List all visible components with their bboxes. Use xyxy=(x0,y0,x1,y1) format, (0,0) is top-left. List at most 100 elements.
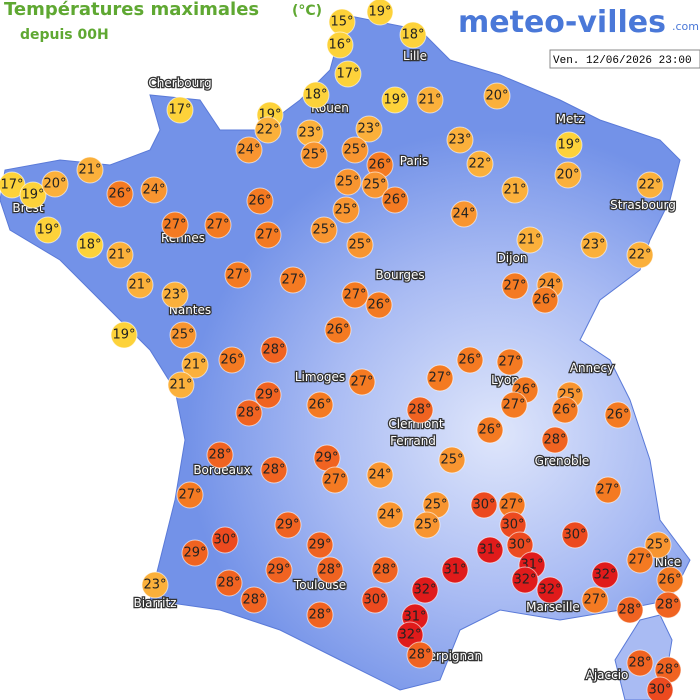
temperature-label: 27° xyxy=(281,273,304,288)
temperature-label: 27° xyxy=(596,483,619,498)
marker-dot xyxy=(644,531,672,559)
temperature-label: 31° xyxy=(403,610,426,625)
temperature-label: 27° xyxy=(628,553,651,568)
marker-dot xyxy=(324,316,352,344)
temperature-label: 27° xyxy=(500,498,523,513)
marker-dot xyxy=(302,81,330,109)
temperature-label: 30° xyxy=(648,683,671,698)
marker-dot xyxy=(536,576,564,604)
marker-dot xyxy=(310,216,338,244)
temperature-label: 28° xyxy=(262,463,285,478)
marker-dot xyxy=(406,641,434,669)
marker-dot xyxy=(365,291,393,319)
marker-dot xyxy=(381,186,409,214)
marker-dot xyxy=(260,456,288,484)
city-label: Dijon xyxy=(497,251,528,265)
temperature-label: 28° xyxy=(308,608,331,623)
marker-dot xyxy=(554,161,582,189)
marker-dot xyxy=(161,211,189,239)
temperature-label: 28° xyxy=(237,406,260,421)
temperature-label: 23° xyxy=(582,238,605,253)
city-label: Biarritz xyxy=(134,596,177,610)
temperature-label: 19° xyxy=(36,223,59,238)
temperature-label: 16° xyxy=(328,38,351,53)
marker-dot xyxy=(466,150,494,178)
city-label: Paris xyxy=(400,154,429,168)
temperature-label: 28° xyxy=(262,343,285,358)
temperature-label: 22° xyxy=(256,123,279,138)
marker-dot xyxy=(141,571,169,599)
marker-dot xyxy=(218,346,246,374)
marker-dot xyxy=(167,371,195,399)
temperature-label: 30° xyxy=(213,533,236,548)
temperature-label: 28° xyxy=(656,598,679,613)
marker-dot xyxy=(371,556,399,584)
temperature-label: 32° xyxy=(538,583,561,598)
marker-dot xyxy=(140,176,168,204)
marker-dot xyxy=(300,141,328,169)
marker-dot xyxy=(531,286,559,314)
temperature-label: 26° xyxy=(553,403,576,418)
marker-dot xyxy=(413,511,441,539)
temperature-label: 25° xyxy=(348,238,371,253)
temperature-label: 28° xyxy=(408,403,431,418)
marker-dot xyxy=(416,86,444,114)
temperature-label: 26° xyxy=(108,187,131,202)
temperature-label: 19° xyxy=(557,138,580,153)
marker-dot xyxy=(316,556,344,584)
marker-dot xyxy=(483,82,511,110)
marker-dot xyxy=(41,170,69,198)
marker-dot xyxy=(426,364,454,392)
temperature-label: 30° xyxy=(501,518,524,533)
logo-text: meteo-villes xyxy=(458,5,666,40)
marker-dot xyxy=(240,586,268,614)
marker-dot xyxy=(348,368,376,396)
logo: meteo-villes xyxy=(458,5,666,40)
marker-dot xyxy=(470,491,498,519)
marker-dot xyxy=(204,211,232,239)
temperature-label: 26° xyxy=(326,323,349,338)
unit: (°C) xyxy=(292,3,322,19)
temperature-label: 30° xyxy=(563,528,586,543)
temperature-label: 27° xyxy=(256,228,279,243)
temperature-label: 25° xyxy=(336,175,359,190)
marker-dot xyxy=(446,126,474,154)
temperature-label: 18° xyxy=(78,238,101,253)
temperature-label: 24° xyxy=(368,468,391,483)
marker-dot xyxy=(161,281,189,309)
marker-dot xyxy=(399,21,427,49)
marker-dot xyxy=(636,171,664,199)
marker-dot xyxy=(274,511,302,539)
marker-dot xyxy=(406,396,434,424)
temperature-label: 25° xyxy=(312,223,335,238)
temperature-label: 23° xyxy=(448,133,471,148)
marker-dot xyxy=(476,416,504,444)
temperature-label: 28° xyxy=(208,448,231,463)
marker-dot xyxy=(541,426,569,454)
marker-dot xyxy=(260,336,288,364)
temperature-label: 30° xyxy=(508,538,531,553)
city-label: Ferrand xyxy=(390,434,436,448)
temperature-label: 28° xyxy=(373,563,396,578)
marker-dot xyxy=(501,176,529,204)
marker-dot xyxy=(361,586,389,614)
marker-dot xyxy=(501,272,529,300)
temperature-label: 27° xyxy=(163,218,186,233)
marker-dot xyxy=(341,281,369,309)
marker-dot xyxy=(646,676,674,700)
temperature-label: 26° xyxy=(606,408,629,423)
temperature-label: 24° xyxy=(237,143,260,158)
marker-dot xyxy=(254,116,282,144)
temperature-label: 27° xyxy=(206,218,229,233)
temperature-label: 21° xyxy=(503,183,526,198)
marker-dot xyxy=(346,231,374,259)
temperature-label: 21° xyxy=(518,233,541,248)
temperature-label: 28° xyxy=(242,593,265,608)
marker-dot xyxy=(594,476,622,504)
temperature-label: 26° xyxy=(248,194,271,209)
marker-dot xyxy=(169,321,197,349)
city-label: Metz xyxy=(556,112,585,126)
marker-dot xyxy=(235,136,263,164)
marker-dot xyxy=(211,526,239,554)
marker-dot xyxy=(361,171,389,199)
